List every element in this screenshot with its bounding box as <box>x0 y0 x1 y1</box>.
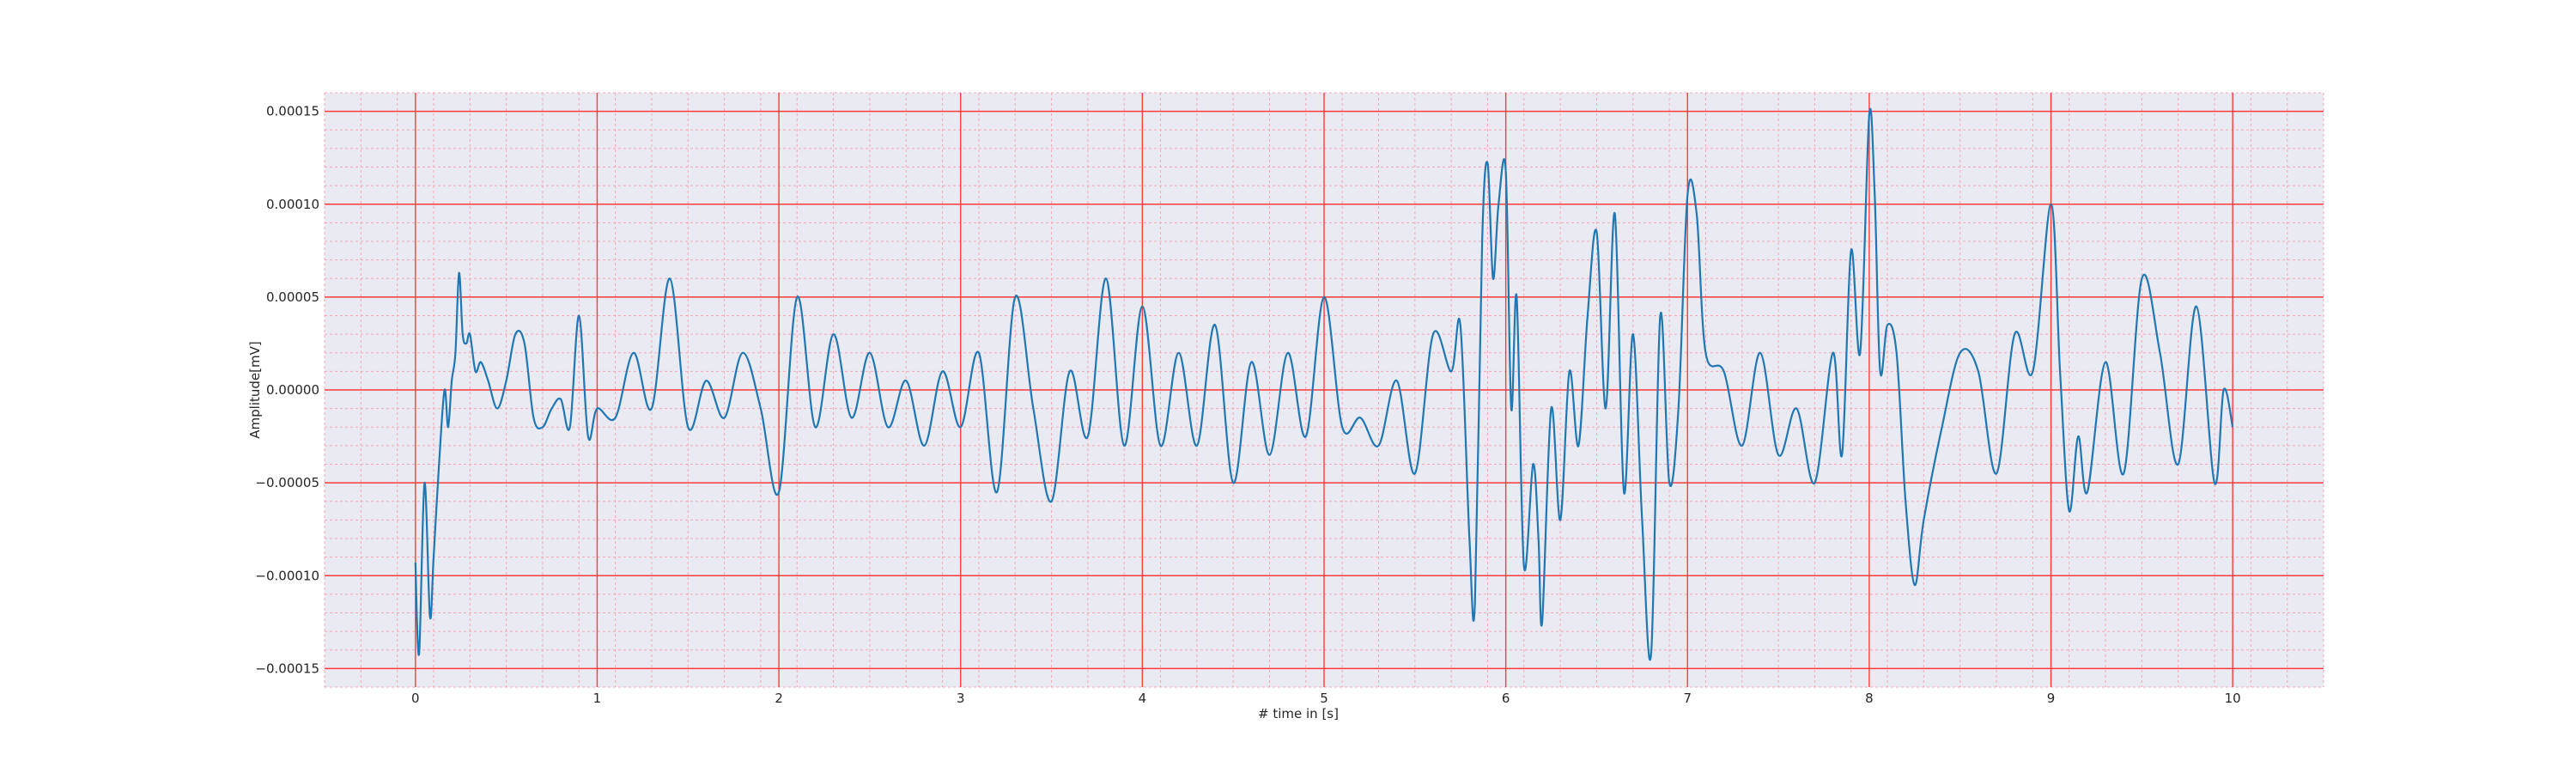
x-tick-label: 3 <box>957 691 965 706</box>
x-tick-label: 10 <box>2225 691 2241 706</box>
x-tick-label: 5 <box>1320 691 1328 706</box>
y-tick-label: 0.00015 <box>266 104 319 119</box>
y-tick-label: −0.00015 <box>255 660 319 676</box>
y-tick-label: 0.00005 <box>266 289 319 305</box>
y-tick-label: −0.00010 <box>255 568 319 583</box>
x-tick-label: 9 <box>2047 691 2056 706</box>
x-tick-label: 0 <box>411 691 420 706</box>
x-tick-label: 4 <box>1139 691 1147 706</box>
x-tick-label: 8 <box>1865 691 1874 706</box>
x-tick-label: 1 <box>593 691 602 706</box>
x-tick-label: 7 <box>1683 691 1692 706</box>
y-axis-label: Amplitude[mV] <box>247 341 263 438</box>
x-tick-label: 2 <box>775 691 783 706</box>
y-tick-label: −0.00005 <box>255 475 319 490</box>
y-tick-label: 0.00000 <box>266 382 319 398</box>
x-tick-label: 6 <box>1502 691 1510 706</box>
y-tick-label: 0.00010 <box>266 197 319 212</box>
x-axis-ticks: 0 1 2 3 4 5 6 7 8 9 10 <box>411 691 2241 706</box>
x-axis-label: # time in [s] <box>1258 706 1339 721</box>
series-line <box>414 107 2234 661</box>
y-axis-ticks: −0.00015 −0.00010 −0.00005 0.00000 0.00005 0.… <box>255 104 319 677</box>
